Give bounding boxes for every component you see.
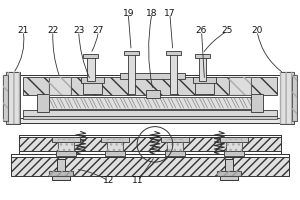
- Bar: [56, 151, 76, 156]
- Bar: [19, 118, 281, 123]
- Text: 23: 23: [73, 26, 84, 35]
- Bar: [49, 77, 71, 95]
- Bar: [101, 137, 129, 142]
- Bar: [229, 77, 251, 95]
- Bar: [19, 135, 281, 154]
- Bar: [170, 53, 177, 94]
- Text: 21: 21: [17, 26, 29, 35]
- Bar: [167, 139, 183, 154]
- Bar: [82, 54, 98, 58]
- Bar: [105, 151, 125, 156]
- Bar: [128, 53, 135, 94]
- Bar: [3, 75, 8, 121]
- Bar: [23, 116, 277, 119]
- Bar: [49, 171, 73, 176]
- Bar: [58, 139, 74, 154]
- Bar: [41, 97, 259, 109]
- Bar: [19, 135, 281, 137]
- Bar: [226, 139, 242, 154]
- Bar: [195, 54, 210, 58]
- Bar: [280, 72, 294, 124]
- Bar: [52, 137, 80, 142]
- Bar: [58, 139, 74, 154]
- Bar: [146, 90, 160, 98]
- Text: 12: 12: [103, 176, 114, 185]
- Bar: [167, 139, 183, 154]
- Bar: [165, 151, 185, 156]
- Bar: [218, 171, 241, 176]
- Bar: [49, 171, 73, 176]
- Bar: [19, 75, 281, 120]
- Bar: [19, 151, 281, 154]
- Bar: [251, 94, 263, 112]
- Text: 19: 19: [122, 9, 134, 18]
- Bar: [292, 75, 297, 121]
- Text: 11: 11: [132, 176, 144, 185]
- Bar: [23, 110, 277, 116]
- Text: 22: 22: [47, 26, 58, 35]
- Bar: [220, 137, 248, 142]
- Bar: [57, 159, 65, 171]
- Bar: [107, 139, 123, 154]
- Bar: [292, 75, 297, 121]
- Text: 17: 17: [164, 9, 176, 18]
- Bar: [224, 151, 244, 156]
- Bar: [11, 154, 289, 157]
- Bar: [3, 75, 8, 121]
- Bar: [229, 77, 251, 95]
- Bar: [161, 137, 189, 142]
- Bar: [193, 77, 216, 83]
- Bar: [11, 154, 289, 176]
- Bar: [195, 80, 214, 94]
- Bar: [6, 72, 20, 124]
- Bar: [52, 176, 70, 180]
- Bar: [280, 72, 294, 124]
- Bar: [81, 77, 104, 83]
- Bar: [199, 56, 206, 81]
- Bar: [87, 56, 94, 81]
- Bar: [49, 77, 71, 95]
- Bar: [225, 159, 233, 171]
- Text: 27: 27: [93, 26, 104, 35]
- Text: 18: 18: [146, 9, 158, 18]
- Text: 20: 20: [251, 26, 263, 35]
- Bar: [120, 73, 185, 79]
- Bar: [218, 171, 241, 176]
- Bar: [220, 176, 238, 180]
- Bar: [124, 51, 139, 55]
- Bar: [107, 139, 123, 154]
- Bar: [37, 94, 49, 112]
- Bar: [23, 77, 277, 95]
- Bar: [82, 80, 102, 94]
- Text: 26: 26: [196, 26, 207, 35]
- Bar: [226, 139, 242, 154]
- Bar: [166, 51, 181, 55]
- Text: 25: 25: [222, 26, 233, 35]
- Bar: [6, 72, 20, 124]
